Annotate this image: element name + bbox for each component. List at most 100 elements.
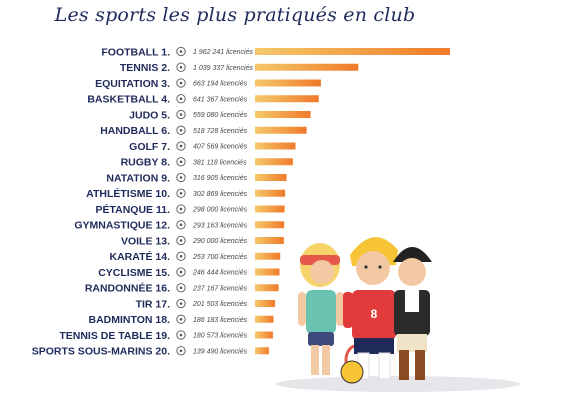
bar-row: KARATÉ 14. 253 700 licenciés [110, 250, 281, 263]
category-label: VOILE 13. [121, 235, 170, 247]
bar [255, 111, 311, 118]
bar [255, 284, 279, 292]
value-label: 518 728 licenciés [193, 128, 248, 135]
bar-row: BASKETBALL 4. 641 367 licenciés [87, 94, 319, 106]
bar [255, 126, 307, 134]
bar [255, 331, 273, 339]
ping-pong-icon [176, 330, 186, 340]
horseshoe-icon [176, 78, 186, 88]
value-label: 180 573 licenciés [193, 333, 248, 340]
bar-row: FOOTBALL 1. 1 962 241 licenciés [101, 46, 450, 58]
bar [255, 347, 269, 355]
bar-row: TENNIS 2. 1 039 337 licenciés [120, 62, 359, 74]
category-label: RANDONNÉE 16. [85, 282, 170, 295]
bar-row: PÉTANQUE 11. 298 000 licenciés [96, 203, 285, 216]
value-label: 316 905 licenciés [193, 175, 248, 182]
athlete-rider [393, 247, 432, 380]
bar-row: ATHLÉTISME 10. 302 869 licenciés [86, 187, 286, 200]
category-label: BADMINTON 18. [89, 314, 171, 326]
category-label: RUGBY 8. [121, 157, 170, 169]
bar-row: RANDONNÉE 16. 237 167 licenciés [85, 282, 279, 295]
bar [255, 158, 293, 166]
svg-text:8: 8 [371, 307, 378, 321]
bar-row: TIR 17. 201 503 licenciés [136, 298, 276, 310]
bar [255, 63, 359, 71]
category-label: PÉTANQUE 11. [96, 203, 171, 216]
bar-row: VOILE 13. 290 000 licenciés [121, 235, 284, 247]
gymnast-icon [176, 220, 186, 230]
bar-row: TENNIS DE TABLE 19. 180 573 licenciés [59, 330, 273, 342]
value-label: 1 039 337 licenciés [193, 65, 253, 72]
chart-title: Les sports les plus pratiqués en club [54, 4, 416, 26]
category-label: ATHLÉTISME 10. [86, 187, 170, 200]
bar-row: CYCLISME 15. 246 444 licenciés [98, 267, 280, 279]
soccer-ball-icon [176, 46, 186, 57]
value-label: 381 118 licenciés [193, 159, 247, 166]
category-label: TIR 17. [136, 298, 171, 310]
target-rifle-icon [176, 298, 186, 309]
value-label: 293 163 licenciés [192, 222, 248, 229]
value-label: 1 962 241 licenciés [193, 49, 253, 56]
bar [255, 268, 280, 276]
bar-row: JUDO 5. 559 080 licenciés [129, 109, 311, 121]
category-label: EQUITATION 3. [95, 78, 170, 90]
category-label: BASKETBALL 4. [87, 94, 170, 106]
value-label: 237 167 licenciés [192, 285, 248, 292]
diving-mask-icon [176, 346, 186, 356]
bar-row: RUGBY 8. 381 118 licenciés [121, 157, 293, 169]
petanque-balls-icon [176, 204, 186, 214]
bicycle-icon [176, 267, 186, 277]
category-label: GOLF 7. [129, 141, 170, 153]
bar [255, 189, 286, 197]
value-label: 186 183 licenciés [193, 317, 248, 324]
category-label: FOOTBALL 1. [101, 46, 170, 58]
bar-row: BADMINTON 18. 186 183 licenciés [89, 314, 274, 326]
value-label: 201 503 licenciés [192, 301, 248, 308]
bar [255, 95, 319, 103]
bar [255, 237, 284, 244]
value-label: 663 194 licenciés [193, 81, 248, 88]
bar [255, 48, 450, 55]
value-label: 302 869 licenciés [193, 191, 248, 198]
bar [255, 174, 287, 181]
value-label: 290 000 licenciés [192, 238, 248, 245]
value-label: 253 700 licenciés [192, 254, 248, 261]
category-label: TENNIS 2. [120, 62, 170, 74]
category-label: SPORTS SOUS-MARINS 20. [32, 346, 170, 358]
category-label: HANDBALL 6. [100, 125, 170, 137]
bar-row: GYMNASTIQUE 12. 293 163 licenciés [74, 220, 285, 232]
bar-row: GOLF 7. 407 569 licenciés [129, 141, 296, 153]
hiking-boot-icon [176, 283, 186, 293]
bar [255, 300, 276, 307]
running-shoe-icon [176, 188, 186, 198]
category-label: KARATÉ 14. [110, 250, 171, 263]
bar-row: NATATION 9. 316 905 licenciés [106, 172, 287, 184]
bar [255, 79, 321, 87]
bar [255, 142, 296, 150]
bar [255, 205, 285, 213]
basketball-icon [176, 94, 186, 104]
rugby-icon [176, 157, 186, 167]
swimming-icon [176, 172, 186, 183]
value-label: 246 444 licenciés [192, 270, 248, 277]
bar-row: HANDBALL 6. 518 728 licenciés [100, 125, 307, 137]
bar [255, 221, 285, 229]
category-label: GYMNASTIQUE 12. [74, 220, 170, 232]
sailboat-icon [176, 235, 186, 246]
golf-icon [176, 141, 186, 151]
judo-icon [176, 109, 186, 120]
category-label: CYCLISME 15. [98, 267, 170, 279]
value-label: 139 490 licenciés [193, 348, 248, 355]
tennis-racket-icon [176, 62, 186, 72]
athlete-girl [298, 243, 368, 376]
category-label: TENNIS DE TABLE 19. [59, 330, 170, 342]
value-label: 641 367 licenciés [193, 96, 248, 103]
bar-row: SPORTS SOUS-MARINS 20. 139 490 licenciés [32, 346, 269, 358]
value-label: 407 569 licenciés [193, 144, 248, 151]
karate-icon [176, 251, 186, 261]
shuttlecock-icon [176, 314, 186, 324]
ground-shadow [276, 376, 520, 392]
value-label: 559 080 licenciés [193, 112, 248, 119]
